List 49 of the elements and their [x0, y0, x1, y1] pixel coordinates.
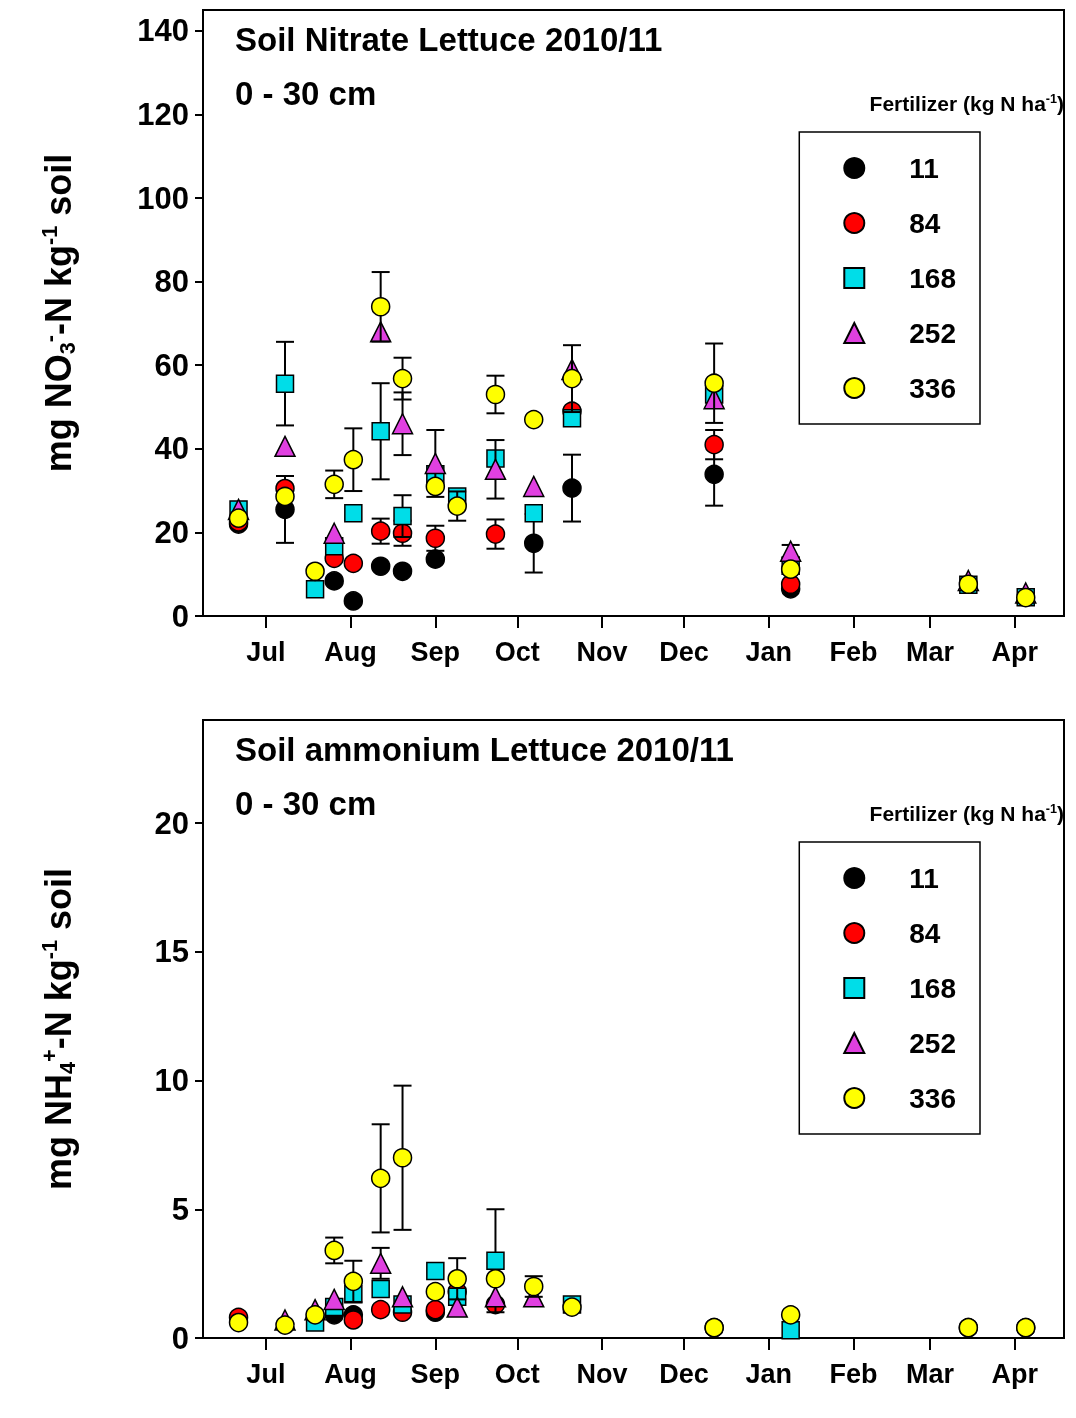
legend-label: 84: [909, 917, 941, 949]
y-axis-title: mg NH4+-N kg-1 soil: [36, 868, 80, 1190]
legend-label: 84: [909, 207, 941, 239]
y-tick-label: 5: [171, 1191, 189, 1227]
x-tick-label: Oct: [494, 1358, 540, 1389]
x-tick-label: Mar: [906, 636, 955, 667]
x-tick-label: Jul: [246, 636, 286, 667]
x-tick-label: Oct: [494, 636, 540, 667]
x-tick-label: Sep: [410, 1358, 461, 1389]
y-tick-label: 140: [137, 13, 189, 49]
y-tick-label: 20: [154, 805, 189, 841]
x-tick-label: Jan: [745, 1358, 793, 1389]
y-axis-title: mg NO3--N kg-1 soil: [36, 153, 80, 473]
y-tick-label: 0: [171, 1320, 189, 1356]
x-tick-label: Feb: [829, 1358, 878, 1389]
y-tick-label: 60: [154, 347, 189, 383]
x-tick-label: Jul: [246, 1358, 286, 1389]
legend-label: 252: [909, 1027, 956, 1059]
y-tick-label: 100: [137, 180, 189, 216]
x-tick-label: Dec: [659, 636, 709, 667]
y-tick-label: 40: [154, 431, 189, 467]
y-tick-label: 120: [137, 96, 189, 132]
legend-label: 168: [909, 972, 956, 1004]
y-tick-label: 20: [154, 514, 189, 550]
x-tick-label: Sep: [410, 636, 461, 667]
x-tick-label: Jan: [745, 636, 793, 667]
x-tick-label: Nov: [576, 636, 628, 667]
legend-label: 11: [909, 152, 939, 184]
x-tick-label: Apr: [991, 636, 1039, 667]
chart-title: Soil Nitrate Lettuce 2010/11: [235, 21, 663, 58]
y-tick-label: 80: [154, 264, 189, 300]
x-tick-label: Apr: [991, 1358, 1039, 1389]
legend-label: 168: [909, 262, 956, 294]
chart-title: Soil ammonium Lettuce 2010/11: [235, 731, 734, 768]
x-tick-label: Aug: [324, 636, 377, 667]
legend-label: 252: [909, 317, 956, 349]
x-tick-label: Feb: [829, 636, 878, 667]
legend-label: 336: [909, 1082, 956, 1114]
x-tick-label: Aug: [324, 1358, 377, 1389]
legend-label: 11: [909, 862, 939, 894]
y-tick-label: 15: [154, 934, 189, 970]
y-tick-label: 0: [171, 598, 189, 634]
x-tick-label: Mar: [906, 1358, 955, 1389]
text: 0 - 30 cm: [235, 75, 377, 112]
legend-label: 336: [909, 372, 956, 404]
y-tick-label: 10: [154, 1063, 189, 1098]
x-tick-label: Dec: [659, 1358, 709, 1389]
text: 0 - 30 cm: [235, 785, 377, 822]
x-tick-label: Nov: [576, 1358, 628, 1389]
